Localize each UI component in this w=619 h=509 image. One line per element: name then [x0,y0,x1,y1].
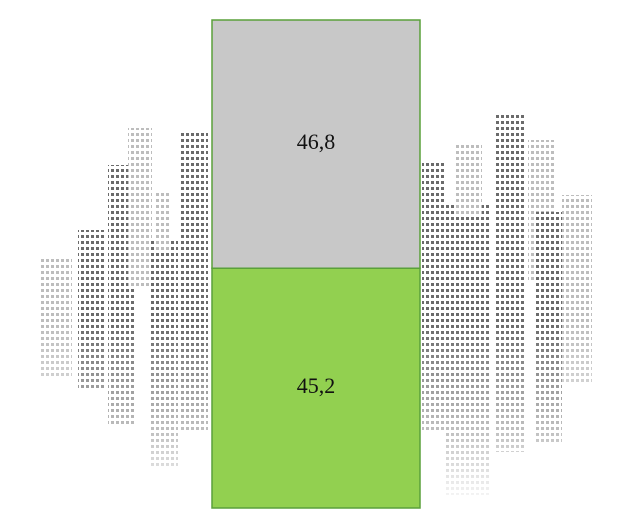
value-label: 46,8 [297,129,336,154]
bar-group: 45,2 46,8 [211,19,421,509]
bar-segment [211,19,421,269]
value-label: 45,2 [297,373,336,398]
bar-segment [211,267,421,509]
